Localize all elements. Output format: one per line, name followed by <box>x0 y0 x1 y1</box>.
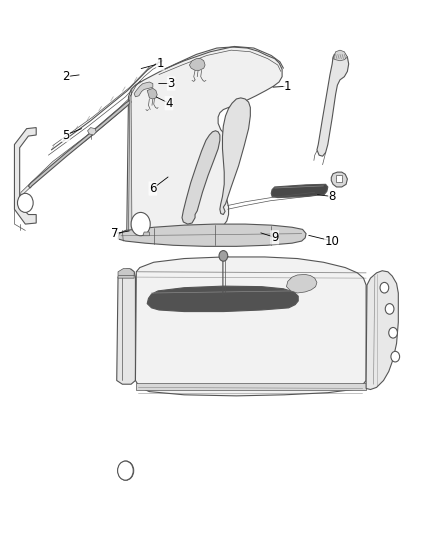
Circle shape <box>380 282 389 293</box>
Polygon shape <box>189 59 205 70</box>
Polygon shape <box>127 47 282 240</box>
Text: 8: 8 <box>328 190 336 203</box>
Polygon shape <box>136 383 366 390</box>
Circle shape <box>391 351 399 362</box>
Circle shape <box>385 304 394 314</box>
Text: 1: 1 <box>156 57 164 70</box>
Polygon shape <box>134 82 153 97</box>
Text: 6: 6 <box>149 182 157 195</box>
Polygon shape <box>271 184 328 198</box>
Text: 7: 7 <box>111 227 118 240</box>
Circle shape <box>117 461 133 480</box>
Polygon shape <box>147 286 298 312</box>
Polygon shape <box>20 92 141 202</box>
Polygon shape <box>118 224 306 246</box>
Polygon shape <box>88 127 96 135</box>
Circle shape <box>18 193 33 213</box>
Text: 1: 1 <box>284 80 292 93</box>
Polygon shape <box>366 271 398 390</box>
Polygon shape <box>331 172 347 187</box>
Polygon shape <box>143 232 149 236</box>
Circle shape <box>118 461 134 480</box>
Polygon shape <box>117 269 135 384</box>
Text: 9: 9 <box>271 231 279 244</box>
Polygon shape <box>135 257 366 396</box>
Text: 10: 10 <box>325 235 339 247</box>
Text: 4: 4 <box>165 96 173 110</box>
Circle shape <box>131 213 150 236</box>
Text: 2: 2 <box>62 70 70 83</box>
Polygon shape <box>28 100 131 188</box>
Circle shape <box>389 327 397 338</box>
Polygon shape <box>333 50 347 61</box>
Polygon shape <box>147 88 157 99</box>
Polygon shape <box>286 274 317 293</box>
Text: 3: 3 <box>167 77 175 90</box>
Circle shape <box>219 251 228 261</box>
Polygon shape <box>14 127 36 224</box>
Polygon shape <box>336 175 342 182</box>
Polygon shape <box>128 81 141 235</box>
Polygon shape <box>182 131 220 224</box>
Text: 5: 5 <box>62 128 70 141</box>
Polygon shape <box>317 52 349 156</box>
Polygon shape <box>220 98 251 215</box>
Polygon shape <box>118 269 134 278</box>
